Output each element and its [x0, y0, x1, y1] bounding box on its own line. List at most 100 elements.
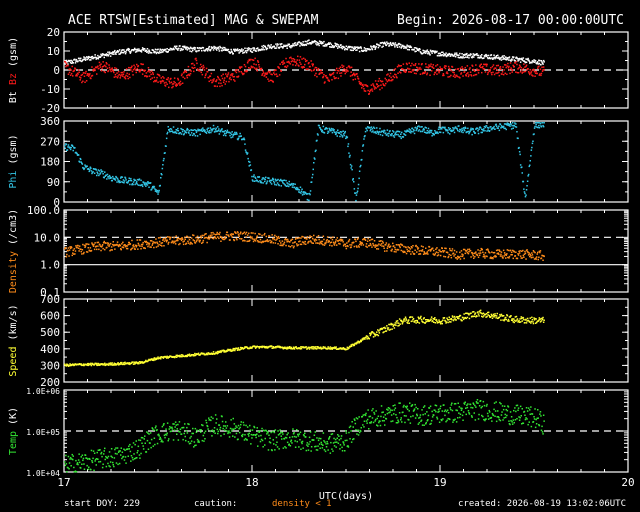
- data-point: [526, 68, 528, 71]
- data-point: [464, 66, 466, 69]
- data-point: [459, 77, 461, 79]
- data-point: [210, 131, 212, 134]
- data-point: [240, 49, 242, 51]
- data-point: [349, 67, 351, 69]
- data-point: [230, 50, 233, 53]
- data-point: [533, 127, 536, 129]
- data-point: [461, 57, 464, 59]
- data-point: [224, 77, 226, 79]
- data-point: [353, 241, 355, 244]
- data-point: [158, 357, 161, 359]
- data-point: [529, 73, 531, 76]
- data-point: [244, 47, 246, 49]
- data-point: [191, 129, 193, 132]
- data-point: [467, 54, 470, 56]
- data-point: [335, 77, 337, 79]
- data-point: [396, 46, 399, 48]
- data-point: [283, 182, 285, 185]
- data-point: [120, 51, 122, 53]
- data-point: [386, 134, 388, 136]
- data-point: [400, 72, 402, 74]
- data-point: [484, 63, 486, 66]
- data-point: [196, 135, 199, 137]
- data-point: [530, 255, 532, 257]
- data-point: [452, 75, 455, 77]
- data-point: [415, 244, 417, 247]
- data-point: [498, 316, 501, 318]
- data-point: [188, 353, 191, 355]
- data-point: [354, 46, 356, 48]
- data-point: [161, 242, 164, 244]
- data-point: [318, 243, 321, 245]
- data-point: [290, 60, 293, 63]
- data-point: [97, 58, 100, 60]
- data-point: [519, 65, 521, 68]
- data-point: [441, 128, 443, 130]
- data-point: [284, 238, 287, 240]
- data-point: [151, 77, 153, 79]
- data-point: [166, 131, 169, 134]
- data-point: [389, 245, 392, 247]
- data-point: [349, 163, 352, 166]
- data-point: [309, 65, 311, 68]
- data-point: [450, 130, 453, 133]
- data-point: [493, 125, 495, 128]
- y-tick-label: 1.0E+04: [26, 469, 60, 478]
- data-point: [122, 363, 125, 365]
- data-point: [441, 68, 443, 70]
- data-point: [534, 72, 537, 74]
- data-point: [184, 130, 186, 132]
- data-point: [148, 186, 150, 188]
- data-point: [181, 238, 184, 240]
- data-point: [162, 357, 165, 359]
- data-point: [437, 68, 439, 70]
- panel-frame: [63, 120, 629, 203]
- data-point: [428, 246, 431, 248]
- data-point: [434, 254, 436, 256]
- data-point: [205, 131, 207, 133]
- data-point: [466, 252, 469, 254]
- data-point: [499, 66, 502, 68]
- data-point: [83, 72, 85, 74]
- data-point: [217, 236, 219, 238]
- data-point: [426, 251, 429, 253]
- data-point: [405, 318, 407, 320]
- data-point: [230, 48, 232, 51]
- data-point: [139, 361, 141, 363]
- data-point: [218, 50, 221, 52]
- data-point: [374, 47, 377, 49]
- data-point: [495, 315, 498, 317]
- data-point: [100, 169, 102, 171]
- data-point: [249, 67, 252, 70]
- data-point: [418, 68, 421, 70]
- data-point: [138, 244, 140, 246]
- data-point: [505, 128, 507, 131]
- data-point: [357, 237, 359, 239]
- data-point: [187, 240, 189, 243]
- data-point: [506, 73, 508, 75]
- data-point: [168, 129, 170, 131]
- data-point: [396, 322, 398, 324]
- data-point: [139, 184, 142, 187]
- data-point: [390, 323, 393, 326]
- data-point: [97, 169, 100, 171]
- data-point: [527, 68, 529, 70]
- data-point: [377, 80, 380, 82]
- data-point: [112, 175, 114, 178]
- data-point: [446, 54, 448, 57]
- data-point: [272, 178, 274, 181]
- y-tick-label: 600: [40, 310, 60, 323]
- data-point: [124, 245, 127, 248]
- data-point: [245, 69, 247, 72]
- data-point: [210, 48, 212, 51]
- data-point: [388, 75, 391, 77]
- data-point: [519, 164, 522, 166]
- data-point: [243, 239, 245, 242]
- data-point: [393, 324, 395, 327]
- data-point: [107, 364, 110, 366]
- data-point: [305, 346, 308, 348]
- data-point: [129, 51, 131, 53]
- data-point: [541, 61, 543, 63]
- data-point: [171, 83, 174, 85]
- data-point: [203, 69, 206, 71]
